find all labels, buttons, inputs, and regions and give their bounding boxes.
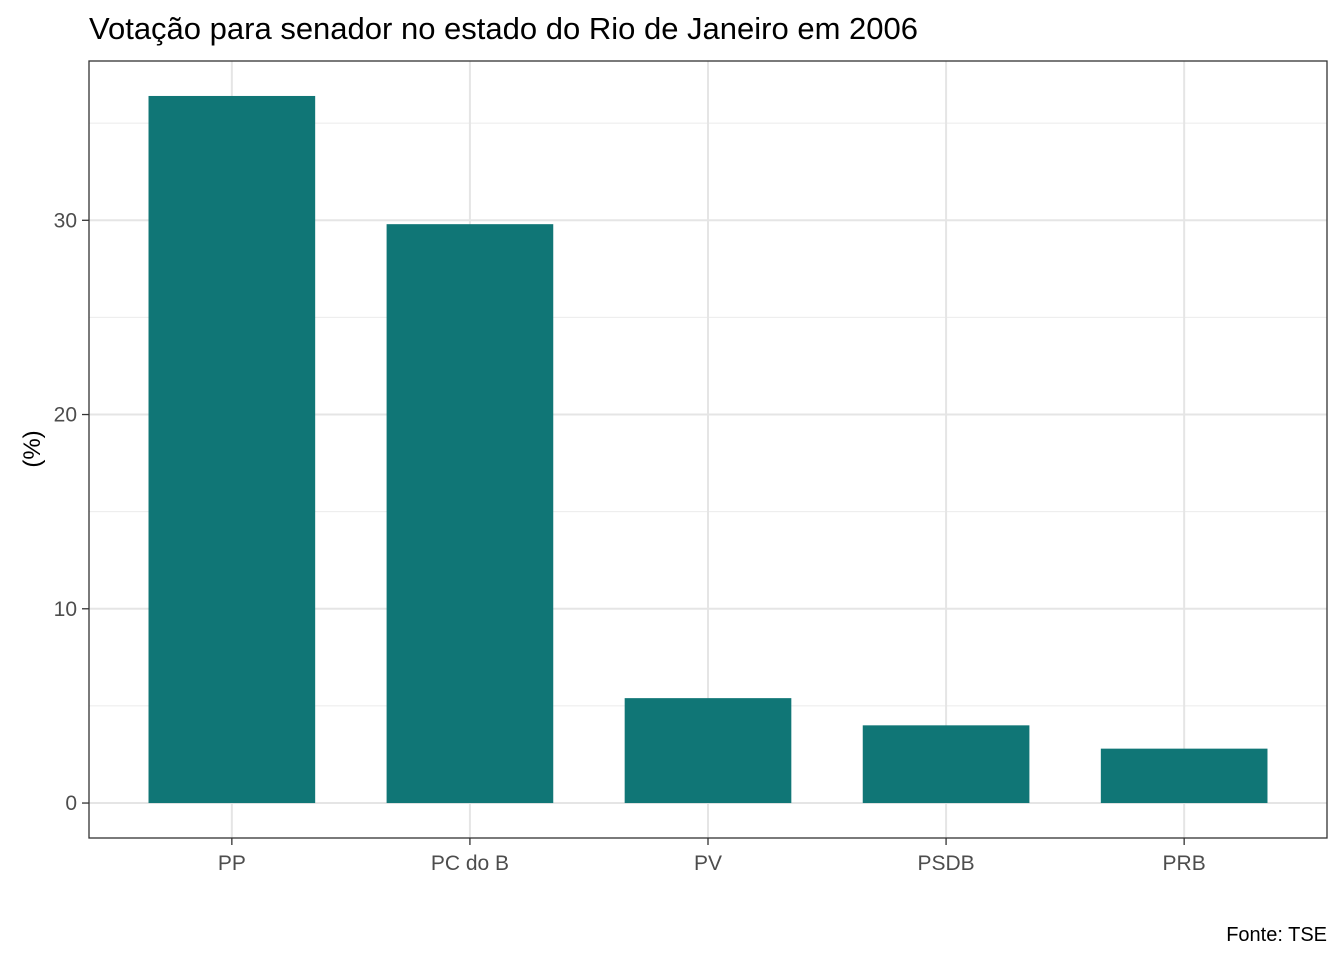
- x-axis: PP PC do B PV PSDB PRB: [218, 838, 1206, 875]
- y-tick-label: 20: [54, 404, 77, 427]
- source-caption: Fonte: TSE: [1226, 924, 1327, 946]
- plot-area: [88, 60, 1328, 839]
- y-tick-label: 10: [54, 598, 77, 621]
- bar-pp: [148, 95, 316, 804]
- bar-pv: [624, 698, 792, 804]
- y-tick-label: 0: [65, 792, 77, 815]
- x-tick-label: PV: [694, 852, 722, 875]
- bar-psdb: [862, 725, 1030, 804]
- y-axis: 0 10 20 30: [54, 209, 89, 815]
- bar-pc-do-b: [386, 224, 554, 804]
- x-tick-label: PSDB: [917, 852, 974, 875]
- y-axis-label: (%): [19, 430, 46, 467]
- chart-title: Votação para senador no estado do Rio de…: [89, 11, 918, 46]
- bars: [148, 95, 1268, 804]
- x-tick-label: PRB: [1163, 852, 1206, 875]
- y-tick-label: 30: [54, 209, 77, 232]
- bar-prb: [1100, 748, 1268, 804]
- x-tick-label: PP: [218, 852, 246, 875]
- x-tick-label: PC do B: [431, 852, 509, 875]
